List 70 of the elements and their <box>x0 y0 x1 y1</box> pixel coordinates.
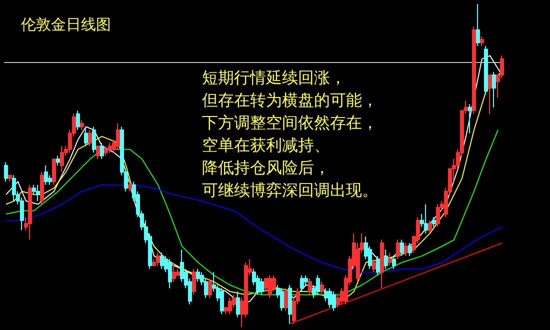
candlestick <box>468 104 472 134</box>
candlestick <box>476 4 480 46</box>
candlestick <box>96 146 100 160</box>
candlestick <box>288 284 292 324</box>
candlestick <box>84 126 88 147</box>
candlestick <box>60 146 64 172</box>
candlestick <box>116 123 120 150</box>
candlestick <box>172 262 176 282</box>
annotation: 下方调整空间依然存在， <box>202 112 378 132</box>
candlestick <box>332 290 336 312</box>
candlestick <box>56 155 60 166</box>
candlestick <box>280 288 284 312</box>
candlestick <box>372 258 376 273</box>
candlestick <box>488 74 492 114</box>
candlestick <box>28 184 32 240</box>
candlestick <box>308 278 312 296</box>
candlestick <box>428 220 432 234</box>
candlestick <box>316 274 320 296</box>
candlestick <box>8 174 12 182</box>
candlestick <box>80 120 84 130</box>
candlestick <box>472 26 476 114</box>
candlestick <box>380 239 384 289</box>
candlestick <box>108 142 112 154</box>
text: 伦敦金日线图 <box>21 16 111 34</box>
candlestick <box>220 288 224 315</box>
candlestick <box>4 162 8 182</box>
candlestick <box>408 242 412 256</box>
candlestick <box>156 252 160 266</box>
candlestick <box>396 239 400 260</box>
candlestick <box>228 297 232 315</box>
candlestick <box>92 126 96 154</box>
candlestick <box>160 252 164 270</box>
candlestick <box>192 268 196 296</box>
candlestick <box>328 288 332 308</box>
candlestick <box>168 258 172 289</box>
candlestick <box>208 278 212 298</box>
candlestick <box>52 158 56 186</box>
candlestick <box>492 71 496 108</box>
candlestick <box>480 36 484 46</box>
candlestick <box>100 142 104 160</box>
candlestick <box>320 281 324 296</box>
candlestick <box>76 110 80 130</box>
candlestick <box>236 290 240 318</box>
candlestick <box>404 242 408 256</box>
candlestick <box>268 274 272 298</box>
candlestick <box>88 129 92 147</box>
candlestick <box>376 255 380 276</box>
candlestick <box>40 171 44 205</box>
candlestick <box>392 255 396 270</box>
candlestick <box>196 268 200 282</box>
candlestick <box>388 252 392 266</box>
candlestick <box>300 274 304 292</box>
candlestick <box>260 278 264 296</box>
candlestick <box>104 146 108 156</box>
candlestick <box>384 248 388 270</box>
candlestick <box>12 174 16 202</box>
annotation: 可继续博弈深回调出现。 <box>202 180 378 200</box>
candlestick <box>484 45 488 95</box>
candlestick <box>44 165 48 186</box>
candlestick <box>424 204 428 234</box>
candlestick <box>128 181 132 192</box>
candlestick <box>284 288 288 312</box>
candlestick <box>400 239 404 256</box>
candlestick <box>432 216 436 228</box>
annotation: 但存在转为横盘的可能， <box>202 90 378 110</box>
candlestick <box>436 204 440 228</box>
candlestick <box>36 184 40 202</box>
annotation: 短期行情延续回涨， <box>202 68 346 87</box>
annotation: 空单在获利减持、 <box>202 135 330 154</box>
annotation: 降低持仓风险后， <box>202 158 330 177</box>
